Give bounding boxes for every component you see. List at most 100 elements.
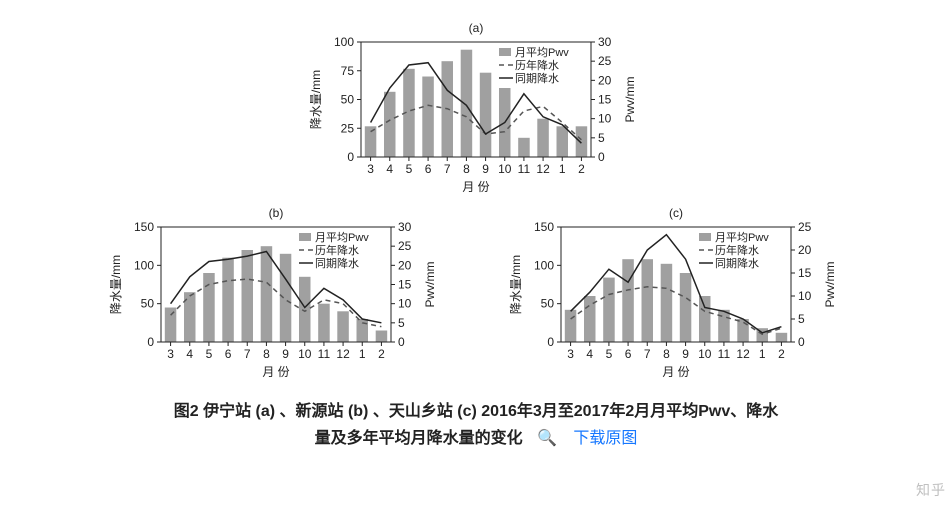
svg-text:Pᴡᴠ/mm: Pᴡᴠ/mm bbox=[623, 77, 637, 123]
svg-text:1: 1 bbox=[359, 347, 366, 361]
svg-text:0: 0 bbox=[598, 150, 605, 164]
svg-text:4: 4 bbox=[186, 347, 193, 361]
bar bbox=[203, 273, 215, 342]
bar bbox=[776, 333, 788, 342]
caption-line2: 量及多年平均月降水量的变化 bbox=[315, 430, 523, 447]
svg-text:5: 5 bbox=[798, 312, 805, 326]
svg-text:历年降水: 历年降水 bbox=[515, 58, 559, 72]
bar bbox=[642, 259, 654, 342]
bar bbox=[565, 310, 577, 342]
svg-text:降水量/mm: 降水量/mm bbox=[109, 255, 123, 314]
bar bbox=[576, 126, 588, 157]
svg-text:0: 0 bbox=[547, 335, 554, 349]
svg-text:月 份: 月 份 bbox=[462, 180, 489, 194]
bar bbox=[261, 246, 273, 342]
svg-text:25: 25 bbox=[398, 239, 412, 253]
svg-text:月 份: 月 份 bbox=[262, 365, 289, 379]
bar bbox=[622, 259, 634, 342]
svg-text:15: 15 bbox=[798, 266, 812, 280]
svg-text:11: 11 bbox=[718, 347, 731, 361]
svg-text:同期降水: 同期降水 bbox=[315, 256, 359, 270]
svg-text:50: 50 bbox=[341, 93, 355, 107]
svg-text:9: 9 bbox=[682, 347, 689, 361]
svg-text:25: 25 bbox=[341, 121, 355, 135]
caption-line1: 图2 伊宁站 (a) 、新源站 (b) 、天山乡站 (c) 2016年3月至20… bbox=[174, 403, 779, 420]
svg-text:100: 100 bbox=[534, 258, 554, 272]
bar bbox=[280, 254, 292, 342]
bar bbox=[537, 119, 549, 157]
svg-text:10: 10 bbox=[798, 289, 812, 303]
svg-text:4: 4 bbox=[586, 347, 593, 361]
svg-text:10: 10 bbox=[398, 297, 412, 311]
svg-text:8: 8 bbox=[263, 347, 270, 361]
svg-text:2: 2 bbox=[378, 347, 385, 361]
zoom-icon[interactable]: 🔍 bbox=[537, 425, 557, 452]
bar bbox=[318, 304, 330, 342]
svg-text:历年降水: 历年降水 bbox=[715, 243, 759, 257]
bar bbox=[422, 77, 434, 158]
svg-text:3: 3 bbox=[167, 347, 174, 361]
bar bbox=[699, 296, 711, 342]
dash-line bbox=[371, 105, 582, 140]
svg-text:Pᴡᴠ/mm: Pᴡᴠ/mm bbox=[823, 262, 837, 308]
svg-text:5: 5 bbox=[606, 347, 613, 361]
svg-text:(b): (b) bbox=[269, 206, 284, 220]
svg-text:月 份: 月 份 bbox=[662, 365, 689, 379]
svg-text:0: 0 bbox=[398, 335, 405, 349]
svg-text:月平均Pᴡᴠ: 月平均Pᴡᴠ bbox=[715, 231, 769, 244]
svg-text:20: 20 bbox=[598, 73, 612, 87]
bar bbox=[461, 50, 473, 157]
download-link[interactable]: 下载原图 bbox=[573, 430, 637, 447]
svg-text:10: 10 bbox=[598, 112, 612, 126]
svg-text:0: 0 bbox=[347, 150, 354, 164]
charts-area: (a)0255075100051015202530345678910111212… bbox=[0, 0, 952, 390]
svg-text:100: 100 bbox=[134, 258, 154, 272]
svg-text:6: 6 bbox=[225, 347, 232, 361]
svg-text:5: 5 bbox=[406, 162, 413, 176]
svg-text:150: 150 bbox=[134, 220, 154, 234]
svg-text:150: 150 bbox=[534, 220, 554, 234]
svg-text:10: 10 bbox=[498, 162, 512, 176]
svg-text:10: 10 bbox=[698, 347, 712, 361]
svg-text:75: 75 bbox=[341, 64, 355, 78]
svg-text:15: 15 bbox=[598, 93, 612, 107]
bar bbox=[680, 273, 692, 342]
svg-text:Pᴡᴠ/mm: Pᴡᴠ/mm bbox=[423, 262, 437, 308]
dash-line bbox=[571, 287, 782, 335]
svg-text:11: 11 bbox=[518, 162, 531, 176]
svg-text:100: 100 bbox=[334, 35, 354, 49]
svg-text:(a): (a) bbox=[469, 21, 484, 35]
svg-text:5: 5 bbox=[598, 131, 605, 145]
svg-text:2: 2 bbox=[578, 162, 585, 176]
bar bbox=[718, 310, 730, 342]
bar bbox=[661, 264, 673, 342]
svg-text:12: 12 bbox=[736, 347, 750, 361]
svg-text:25: 25 bbox=[798, 220, 812, 234]
bar bbox=[518, 138, 530, 157]
svg-text:8: 8 bbox=[463, 162, 470, 176]
svg-text:2: 2 bbox=[778, 347, 785, 361]
bar bbox=[242, 250, 254, 342]
svg-text:同期降水: 同期降水 bbox=[515, 71, 559, 85]
chart-a: (a)0255075100051015202530345678910111212… bbox=[306, 20, 646, 195]
svg-text:10: 10 bbox=[298, 347, 312, 361]
bar bbox=[557, 126, 569, 157]
bar bbox=[603, 278, 615, 342]
svg-text:历年降水: 历年降水 bbox=[315, 243, 359, 257]
svg-text:5: 5 bbox=[206, 347, 213, 361]
svg-text:月平均Pᴡᴠ: 月平均Pᴡᴠ bbox=[315, 231, 369, 244]
svg-text:7: 7 bbox=[444, 162, 451, 176]
bar bbox=[376, 331, 388, 343]
svg-text:1: 1 bbox=[759, 347, 766, 361]
svg-text:5: 5 bbox=[398, 316, 405, 330]
svg-text:9: 9 bbox=[482, 162, 489, 176]
svg-text:7: 7 bbox=[644, 347, 651, 361]
bar bbox=[222, 258, 234, 342]
svg-text:降水量/mm: 降水量/mm bbox=[309, 70, 323, 129]
svg-text:30: 30 bbox=[398, 220, 412, 234]
dash-line bbox=[171, 279, 382, 327]
svg-text:降水量/mm: 降水量/mm bbox=[509, 255, 523, 314]
svg-text:3: 3 bbox=[367, 162, 374, 176]
bar bbox=[165, 308, 177, 343]
chart-b: (b)050100150051015202530345678910111212月… bbox=[106, 205, 446, 380]
